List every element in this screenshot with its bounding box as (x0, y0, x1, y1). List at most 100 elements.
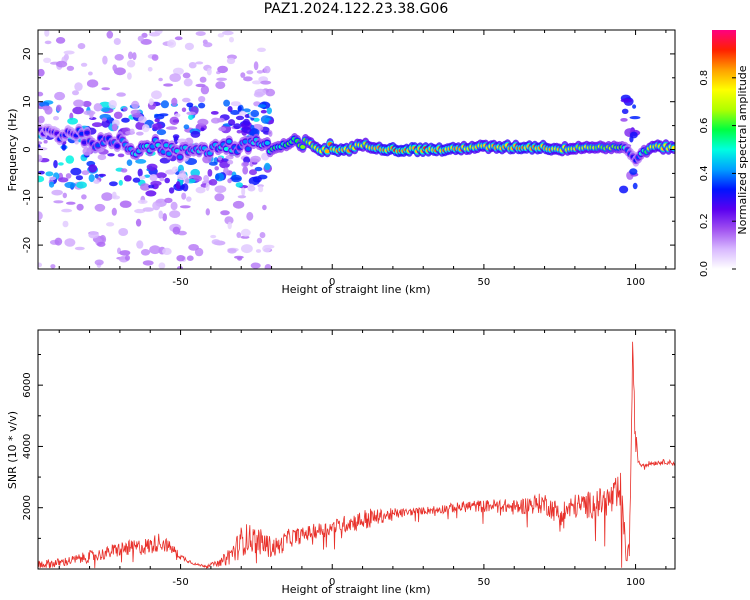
y-tick-label: 2000 (22, 495, 33, 520)
heatmap-blob (233, 123, 242, 130)
heatmap-blob (54, 237, 63, 246)
heatmap-blob (118, 179, 123, 186)
heatmap-blob (177, 266, 183, 269)
heatmap-blob (106, 222, 115, 227)
heatmap-blob (81, 170, 90, 176)
heatmap-blob (251, 80, 262, 85)
heatmap-blob (168, 187, 175, 194)
heatmap-ridge-core (671, 146, 675, 150)
heatmap-blob (217, 65, 229, 74)
snr-x-label: Height of straight line (km) (281, 583, 430, 596)
spectrogram-x-ticks: -50 0 50 100 (58, 30, 667, 288)
heatmap-blob (236, 232, 242, 238)
y-tick-label: 20 (22, 48, 33, 61)
heatmap-blob (241, 187, 246, 196)
heatmap-blob (172, 119, 180, 123)
heatmap-blob (94, 173, 99, 179)
heatmap-blob (158, 77, 163, 82)
heatmap-ridge-core (163, 143, 169, 148)
heatmap-blob (250, 155, 261, 163)
heatmap-blob (199, 76, 207, 83)
heatmap-blob (241, 244, 253, 254)
heatmap-blob (62, 220, 69, 228)
heatmap-blob (53, 200, 64, 204)
heatmap-blob (44, 40, 52, 45)
heatmap-blob (131, 100, 140, 109)
heatmap-ridge-core (300, 144, 306, 149)
heatmap-blob (156, 129, 167, 136)
heatmap-blob (181, 192, 187, 200)
heatmap-blob (253, 61, 259, 71)
heatmap-blob (214, 166, 219, 171)
heatmap-blob (73, 99, 85, 108)
heatmap-blob (232, 200, 245, 209)
heatmap-blob (65, 155, 75, 164)
heatmap-blob (632, 182, 638, 190)
heatmap-blob (217, 33, 225, 38)
heatmap-blob (106, 30, 114, 39)
heatmap-blob (82, 147, 92, 156)
heatmap-blob (164, 177, 170, 184)
spectrogram-ridge-layer (38, 122, 675, 167)
heatmap-blob (38, 68, 45, 77)
heatmap-blob (171, 97, 178, 107)
heatmap-blob (214, 193, 225, 202)
heatmap-blob (228, 119, 236, 126)
heatmap-blob (159, 177, 165, 182)
heatmap-blob (188, 61, 197, 69)
heatmap-blob (164, 197, 173, 204)
heatmap-blob (182, 183, 189, 192)
heatmap-blob (248, 176, 260, 186)
heatmap-blob (111, 207, 117, 216)
heatmap-ridge-core (81, 140, 87, 145)
heatmap-blob (98, 173, 106, 177)
heatmap-ridge-core (177, 155, 183, 160)
heatmap-blob (177, 173, 188, 181)
figure-title: PAZ1.2024.122.23.38.G06 (263, 1, 449, 17)
heatmap-blob (38, 154, 43, 163)
colorbar-tick-label: 0.6 (699, 118, 710, 134)
heatmap-blob (206, 67, 212, 76)
heatmap-ridge-core (223, 146, 229, 151)
heatmap-blob (142, 207, 154, 212)
heatmap-blob (88, 231, 99, 239)
heatmap-blob (38, 170, 45, 175)
heatmap-blob (162, 247, 172, 255)
heatmap-ridge-core (245, 146, 251, 151)
heatmap-blob (138, 116, 147, 124)
heatmap-blob (198, 102, 206, 109)
heatmap-blob (193, 175, 202, 182)
heatmap-blob (246, 70, 254, 75)
heatmap-blob (82, 100, 92, 108)
heatmap-blob (154, 118, 160, 123)
heatmap-blob (244, 114, 251, 118)
heatmap-blob (64, 181, 76, 189)
heatmap-blob (186, 111, 196, 116)
heatmap-blob (146, 163, 158, 171)
heatmap-blob (174, 36, 183, 41)
heatmap-blob (173, 135, 179, 145)
heatmap-blob (215, 173, 220, 181)
heatmap-blob (117, 153, 125, 158)
heatmap-blob (142, 124, 150, 133)
heatmap-blob (195, 31, 206, 36)
heatmap-ridge-core (324, 149, 330, 154)
heatmap-blob (86, 79, 99, 88)
heatmap-blob (38, 262, 43, 268)
heatmap-blob (152, 123, 163, 130)
heatmap-blob (162, 213, 167, 222)
heatmap-blob (629, 116, 641, 120)
heatmap-blob (88, 164, 98, 173)
heatmap-blob (74, 82, 83, 91)
heatmap-blob (100, 107, 110, 112)
heatmap-ridge-core (166, 151, 172, 156)
heatmap-blob (259, 232, 266, 239)
heatmap-blob (38, 141, 43, 145)
heatmap-blob (254, 166, 263, 172)
heatmap-blob (118, 228, 129, 236)
heatmap-blob (203, 42, 213, 48)
heatmap-blob (132, 177, 141, 183)
heatmap-blob (113, 67, 126, 76)
heatmap-blob (230, 101, 241, 107)
